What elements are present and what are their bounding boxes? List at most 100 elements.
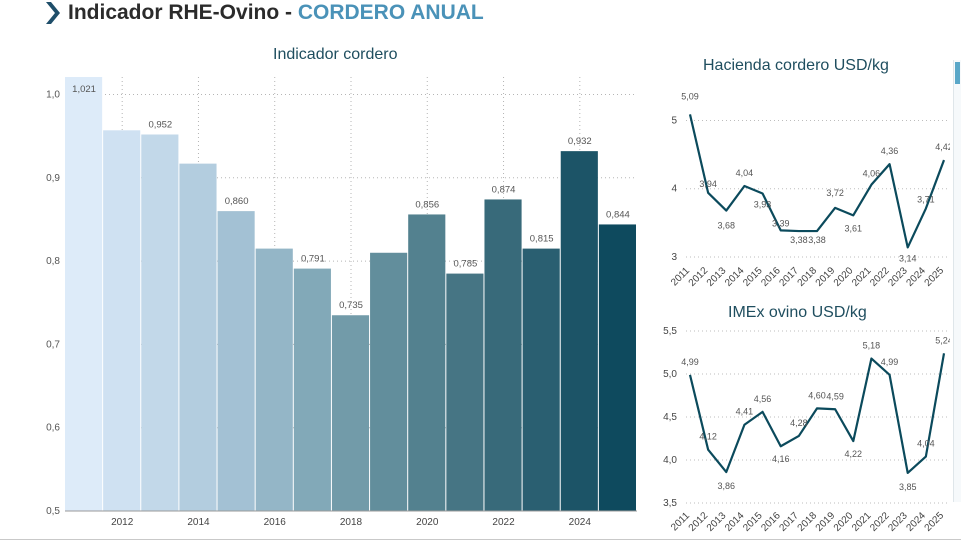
y-tick-label: 0,9 [46,173,60,184]
point-value-label: 3,38 [790,235,808,245]
point-value-label: 3,94 [699,179,717,189]
bar-value-label: 0,844 [606,209,630,220]
y-tick-label: 0,6 [46,423,60,434]
bar [446,273,484,511]
bar-value-label: 0,785 [454,259,478,270]
page-title-accent: CORDERO ANUAL [297,1,484,24]
y-tick-label: 5,0 [663,369,677,380]
point-value-label: 3,38 [808,235,826,245]
bar-value-label: 0,932 [568,136,592,147]
y-tick-label: 5,5 [663,326,677,337]
point-value-label: 3,68 [718,221,736,231]
point-value-label: 4,59 [826,391,844,401]
bar [179,163,217,511]
point-value-label: 4,12 [699,432,717,442]
bar-value-label: 0,856 [415,199,439,210]
point-value-label: 5,18 [863,341,881,351]
point-value-label: 4,41 [736,407,754,417]
y-tick-label: 3,5 [663,498,677,509]
x-tick-label: 2014 [187,517,210,528]
x-tick-label: 2020 [416,517,439,528]
bar [522,248,560,511]
point-value-label: 4,99 [881,357,899,367]
main-bar-chart: 0,5 0,6 0,7 0,8 0,9 1,0 1,021 0,952 0,860 0,791 0,… [46,77,637,528]
point-value-label: 4,16 [772,454,790,464]
bar-value-label: 1,021 [72,84,96,95]
x-tick-label: 2022 [868,265,892,289]
point-value-label: 4,06 [863,169,881,179]
x-tick-label: 2014 [723,265,747,289]
bar [65,77,103,511]
bar [598,224,636,512]
imex-line-chart: 3,5 4,0 4,5 5,0 5,5 4,99 4,12 3,86 4,414,56 4,16 4… [663,326,950,532]
hacienda-chart-title: Hacienda cordero USD/kg [703,57,889,74]
page-title-text: Indicador RHE-Ovino - [68,1,298,24]
y-tick-label: 1,0 [46,89,60,100]
point-value-label: 3,14 [899,253,917,263]
point-value-label: 5,24 [935,335,950,345]
point-value-label: 3,72 [826,188,844,198]
bar-value-label: 0,874 [492,184,516,195]
point-value-label: 3,61 [845,223,863,233]
y-tick-label: 0,8 [46,256,60,267]
chevron-right-icon [46,2,60,24]
bar [560,151,598,512]
y-tick-label: 5 [671,115,677,126]
bar [331,315,370,511]
bar-value-label: 0,952 [148,119,172,130]
y-tick-label: 4 [671,184,677,195]
x-tick-label: 2020 [832,265,856,289]
point-value-label: 3,85 [899,482,917,492]
point-value-label: 4,60 [808,390,826,400]
bar-value-label: 0,860 [225,196,249,207]
point-value-label: 4,04 [917,439,935,449]
bar [217,211,255,511]
point-value-label: 4,99 [681,357,699,367]
scrollbar-thumb[interactable] [955,62,960,84]
bar-value-label: 0,815 [530,234,554,245]
y-tick-label: 4,0 [663,455,677,466]
point-value-label: 4,04 [736,168,754,178]
bar [103,130,141,511]
x-tick-label: 2021 [850,265,874,289]
x-tick-label: 2013 [705,265,729,289]
imex-chart-title: IMEx ovino USD/kg [728,304,867,321]
series-line [688,114,946,249]
point-value-label: 4,42 [935,142,950,152]
bar [408,214,446,512]
bottom-divider [0,539,961,540]
x-tick-label: 2025 [923,265,947,289]
bar [370,252,408,511]
series-line [688,353,946,474]
x-tick-label: 2012 [687,265,711,289]
point-value-label: 3,86 [718,481,736,491]
point-value-label: 3,93 [754,200,772,210]
x-tick-label: 2011 [669,265,692,288]
main-chart-title: Indicador cordero [273,46,398,63]
x-tick-label: 2025 [923,510,947,532]
x-tick-label: 2016 [264,517,287,528]
point-value-label: 4,56 [754,394,772,404]
page-title: Indicador RHE-Ovino - CORDERO ANUAL [68,1,484,25]
y-tick-label: 4,5 [663,412,677,423]
x-tick-label: 2018 [340,517,363,528]
scrollbar[interactable] [953,60,961,502]
point-value-label: 4,28 [790,418,808,428]
x-tick-label: 2022 [492,517,515,528]
point-value-label: 3,71 [917,195,935,205]
point-value-label: 4,36 [881,146,899,156]
bar-value-label: 0,791 [301,254,325,265]
page-header: Indicador RHE-Ovino - CORDERO ANUAL [0,0,961,30]
y-tick-label: 0,7 [46,339,60,350]
x-tick-label: 2016 [759,265,783,289]
y-tick-label: 3 [671,252,677,263]
x-tick-label: 2017 [777,265,801,289]
x-tick-label: 2018 [796,265,820,289]
x-tick-label: 2024 [569,517,592,528]
bar [484,199,522,511]
bar [293,268,331,511]
x-tick-label: 2023 [886,265,910,289]
bar [255,248,293,511]
point-value-label: 4,22 [845,449,863,459]
